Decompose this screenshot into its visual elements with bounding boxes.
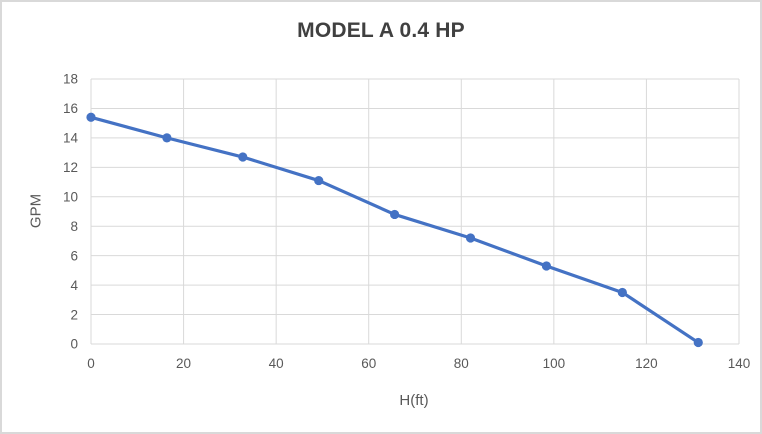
chart-title: MODEL A 0.4 HP <box>297 19 465 42</box>
y-tick-label: 4 <box>70 278 78 293</box>
data-point-marker <box>238 152 248 162</box>
data-point-marker <box>86 112 96 122</box>
data-point-marker <box>693 337 703 348</box>
y-tick-label: 14 <box>63 131 79 146</box>
data-point-marker <box>314 175 324 186</box>
x-tick-label: 60 <box>361 356 376 371</box>
data-point-marker <box>162 133 172 143</box>
y-tick-label: 8 <box>70 219 78 234</box>
y-tick-label: 2 <box>70 307 78 322</box>
y-tick-label: 0 <box>70 337 78 352</box>
data-point-marker <box>390 209 400 220</box>
x-tick-label: 140 <box>728 356 751 371</box>
x-tick-label: 80 <box>454 356 469 371</box>
series-line <box>89 115 700 345</box>
y-tick-label: 12 <box>63 160 78 175</box>
x-tick-label: 120 <box>635 356 658 371</box>
y-tick-label: 6 <box>70 248 78 263</box>
y-axis-title: GPM <box>27 193 45 229</box>
data-point-marker <box>465 233 476 243</box>
x-tick-label: 100 <box>543 356 566 371</box>
data-point-marker <box>541 261 552 271</box>
x-tick-label: 20 <box>176 356 191 371</box>
x-tick-label: 40 <box>269 356 284 371</box>
y-tick-label: 10 <box>63 190 78 205</box>
y-tick-label: 16 <box>63 101 78 116</box>
y-tick-label: 18 <box>63 72 78 87</box>
data-point-marker <box>617 287 627 298</box>
x-axis-title: H(ft) <box>399 392 429 409</box>
x-tick-label: 0 <box>87 356 95 371</box>
